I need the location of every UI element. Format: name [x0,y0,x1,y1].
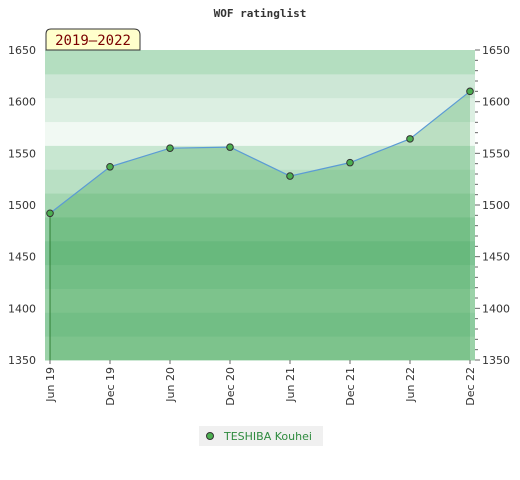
background-band [45,145,475,170]
background-band [45,50,475,75]
area-layer [49,91,470,360]
x-tick-label: Jun 22 [404,367,417,403]
background-band [45,288,475,313]
y-tick-label-left: 1500 [8,199,36,212]
y-tick-label-left: 1650 [8,44,36,57]
x-tick-label: Jun 19 [44,367,57,403]
series-line [49,90,471,214]
data-point [466,87,474,96]
data-point [106,162,114,171]
chart-title: WOF ratinglist [214,7,307,20]
data-point [46,209,54,218]
data-marks [46,87,474,218]
series-area [50,91,470,360]
background-band [45,216,475,242]
y-tick-label-right: 1400 [482,302,510,315]
background-band [45,264,475,289]
background-band [45,336,475,361]
y-tick-label-right: 1650 [482,44,510,57]
x-tick-label: Jun 21 [284,367,297,403]
period-badge-label: 2019–2022 [55,33,131,49]
y-tick-label-left: 1450 [8,251,36,264]
x-tick-label: Dec 21 [344,367,357,406]
data-point [226,143,234,151]
axes: 1350 1350 1400 1400 1450 1450 1500 1500 1550 1550… [8,44,510,406]
data-point [286,172,294,180]
period-badge: 2019–2022 [45,28,141,51]
x-tick-label: Dec 20 [224,367,237,406]
background-band [45,169,475,194]
y-tick-label-left: 1600 [8,96,36,109]
y-tick-label-right: 1500 [482,199,510,212]
background-band [45,240,475,266]
x-tick-label: Dec 19 [104,367,117,406]
background-band [45,193,475,218]
y-tick-label-right: 1600 [482,96,510,109]
data-point [346,158,354,167]
y-tick-label-left: 1550 [8,147,36,160]
x-tick-label: Jun 20 [164,367,177,403]
y-tick-label-left: 1400 [8,302,36,315]
y-tick-label-right: 1350 [482,354,510,367]
data-point [166,144,174,152]
background-band [45,312,475,337]
background-bands [45,50,475,361]
background-band [45,97,475,123]
data-point [406,135,414,143]
background-band [45,73,475,99]
y-tick-label-left: 1350 [8,354,36,367]
x-tick-label: Dec 22 [464,367,477,406]
y-tick-label-right: 1450 [482,251,510,264]
legend[interactable]: TESHIBA Kouhei [199,426,323,446]
legend-label: TESHIBA Kouhei [223,430,312,443]
legend-marker [206,432,214,440]
y-tick-label-right: 1550 [482,147,510,160]
